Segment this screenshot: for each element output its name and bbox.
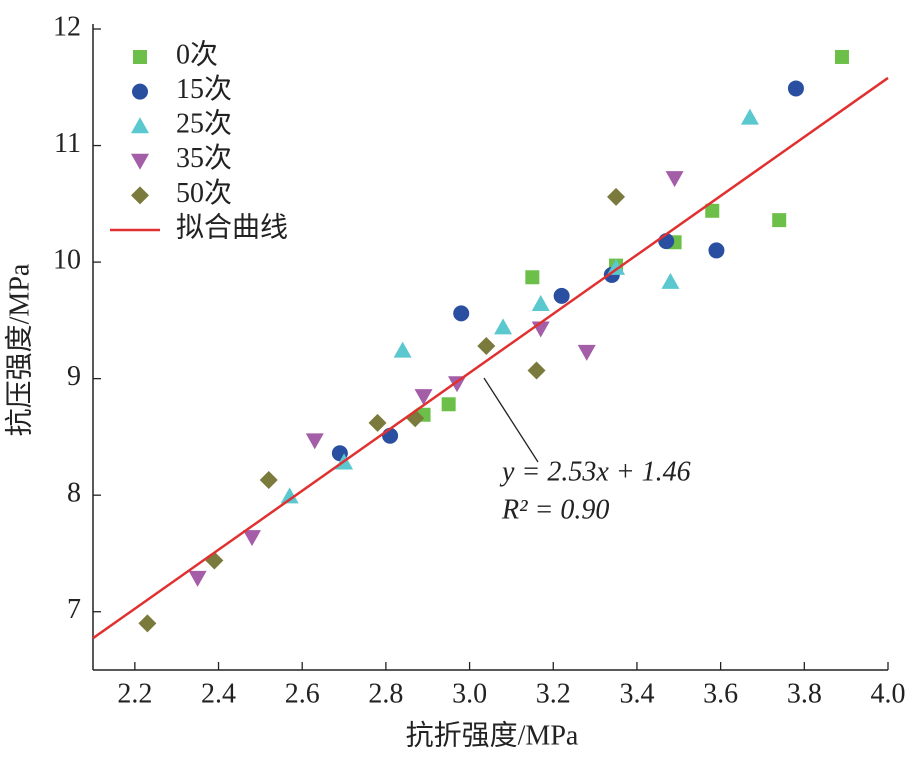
annotation-pointer: [483, 377, 539, 463]
marker-square: [525, 270, 540, 285]
x-tick-label: 3.2: [536, 678, 571, 709]
y-tick-label: 12: [53, 11, 81, 42]
legend-swatch: [131, 186, 149, 205]
x-tick-label: 3.4: [619, 678, 654, 709]
marker-triangle-up: [280, 487, 299, 504]
marker-triangle-down: [414, 389, 433, 406]
y-tick-label: 9: [67, 361, 81, 392]
marker-triangle-up: [661, 272, 680, 289]
fit-line: [92, 76, 889, 640]
x-tick-label: 4.0: [871, 678, 906, 709]
legend-swatch: [131, 153, 149, 170]
x-tick-label: 2.8: [368, 678, 403, 709]
x-tick-label: 2.6: [285, 678, 320, 709]
legend-swatch: [131, 117, 149, 134]
y-tick-label: 11: [54, 128, 81, 159]
legend-swatch: [133, 50, 147, 64]
y-tick-label: 10: [53, 245, 81, 276]
legend-swatch: [132, 83, 148, 100]
marker-circle: [708, 242, 725, 259]
marker-triangle-down: [188, 570, 207, 587]
marker-triangle-down: [305, 433, 324, 450]
y-tick-label: 7: [67, 594, 81, 625]
marker-square: [705, 203, 720, 218]
legend-label: 拟合曲线: [176, 211, 288, 243]
annotation-r2: R² = 0.90: [501, 494, 609, 525]
marker-triangle-up: [494, 318, 513, 335]
marker-triangle-up: [607, 258, 626, 275]
legend-label: 0次: [176, 38, 218, 70]
marker-circle: [553, 287, 570, 304]
marker-diamond: [259, 471, 278, 490]
marker-triangle-down: [243, 530, 261, 547]
annotation-equation: y = 2.53x + 1.46: [499, 456, 691, 487]
marker-circle: [453, 305, 470, 322]
marker-triangle-up: [393, 341, 412, 358]
x-tick-label: 2.2: [117, 678, 152, 709]
x-tick-label: 2.4: [201, 678, 236, 709]
x-tick-label: 3.6: [703, 678, 738, 709]
marker-diamond: [527, 361, 546, 380]
marker-triangle-down: [577, 344, 596, 361]
marker-diamond: [138, 614, 157, 633]
marker-diamond: [368, 413, 387, 432]
x-axis-label: 抗折强度/MPa: [406, 719, 579, 751]
legend-label: 25次: [176, 108, 232, 140]
marker-triangle-up: [531, 295, 550, 312]
legend-label: 35次: [176, 142, 232, 174]
marker-diamond: [607, 187, 626, 206]
x-tick-label: 3.8: [787, 678, 822, 709]
marker-triangle-down: [665, 171, 684, 188]
legend-label: 50次: [176, 177, 232, 209]
marker-square: [772, 213, 787, 228]
marker-diamond: [477, 337, 496, 356]
marker-square: [834, 49, 849, 64]
y-tick-label: 8: [67, 478, 81, 509]
marker-circle: [787, 80, 804, 97]
marker-square: [441, 397, 456, 412]
marker-triangle-down: [448, 376, 467, 393]
marker-triangle-up: [740, 108, 759, 125]
legend-label: 15次: [176, 73, 232, 105]
y-axis-label: 抗压强度/MPa: [3, 263, 35, 436]
x-tick-label: 3.0: [452, 678, 487, 709]
